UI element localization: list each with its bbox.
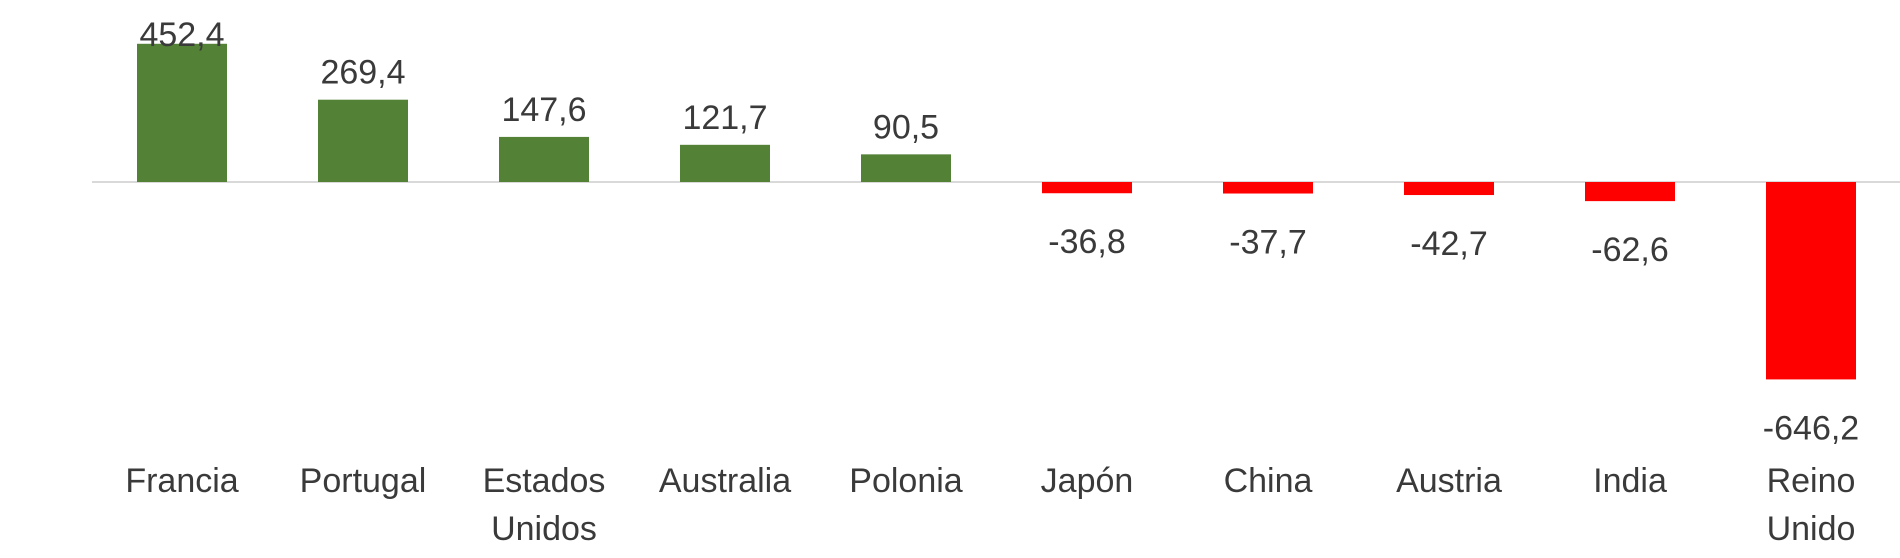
category-label: Estados Unidos: [483, 462, 606, 548]
category-label-line: Portugal: [300, 462, 427, 500]
data-label: 121,7: [682, 99, 767, 137]
bar: [137, 43, 227, 182]
category-label-line: Estados: [483, 462, 606, 500]
data-label: -37,7: [1229, 224, 1307, 262]
bar: [318, 99, 408, 182]
category-label: Reino Unido: [1767, 462, 1856, 548]
category-label: Japón: [1041, 462, 1134, 500]
category-label-line: Unido: [1767, 510, 1856, 548]
bar: [1766, 182, 1856, 380]
category-labels-group: Francia Portugal Estados Unidos Australia Pol…: [125, 462, 1855, 548]
category-label: India: [1593, 462, 1667, 500]
category-label-line: India: [1593, 462, 1667, 500]
category-label-line: Japón: [1041, 462, 1134, 500]
data-label: 452,4: [139, 16, 224, 54]
category-label: Australia: [659, 462, 791, 500]
data-label: 147,6: [501, 91, 586, 129]
category-label: Portugal: [300, 462, 427, 500]
category-label: Austria: [1396, 462, 1502, 500]
category-label-line: China: [1224, 462, 1313, 500]
category-label-line: Reino: [1767, 462, 1856, 500]
category-label: Polonia: [849, 462, 963, 500]
bar: [861, 154, 951, 182]
category-label-line: Unidos: [491, 510, 597, 548]
data-label: -42,7: [1410, 225, 1488, 263]
bar: [1404, 182, 1494, 196]
data-label: -62,6: [1591, 231, 1669, 269]
data-label: 269,4: [320, 54, 405, 92]
bar: [680, 144, 770, 182]
data-label: -36,8: [1048, 223, 1126, 261]
category-label: China: [1224, 462, 1313, 500]
category-label-line: Francia: [125, 462, 238, 500]
bar: [1223, 182, 1313, 194]
data-label: 90,5: [873, 108, 939, 146]
bar: [499, 136, 589, 182]
bar: [1042, 182, 1132, 194]
category-label-line: Australia: [659, 462, 791, 500]
bar: [1585, 182, 1675, 202]
bars-group: [137, 43, 1856, 380]
data-labels-group: 452,4 269,4 147,6 121,7 90,5 -36,8 -37,7 -42,7 -…: [139, 16, 1859, 447]
data-label: -646,2: [1763, 409, 1859, 447]
category-label-line: Polonia: [849, 462, 963, 500]
category-label-line: Austria: [1396, 462, 1502, 500]
category-label: Francia: [125, 462, 238, 500]
